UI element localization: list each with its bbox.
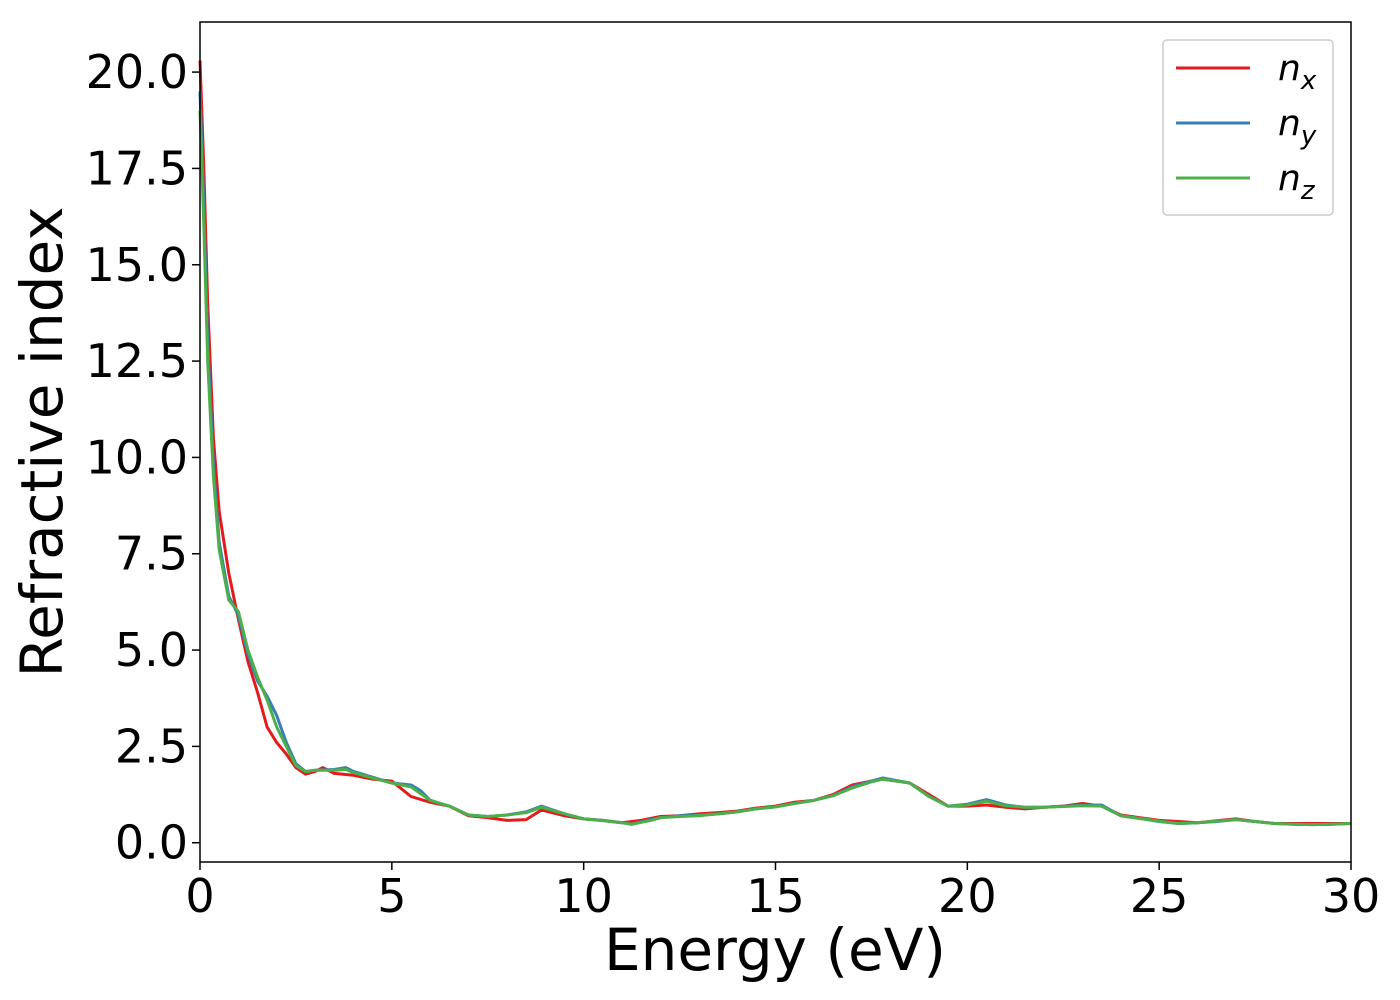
y-tick-label: 2.5 [115, 719, 188, 773]
y-tick-label: 20.0 [86, 45, 188, 99]
x-tick-label: 25 [1130, 869, 1189, 923]
y-tick-label: 5.0 [115, 623, 188, 677]
y-tick-label: 15.0 [86, 238, 188, 292]
y-tick-label: 17.5 [86, 141, 188, 195]
series-layer [198, 60, 1352, 827]
y-axis-ticks: 0.0 2.5 5.0 7.5 10.0 12.5 15.0 17.5 20.0 [86, 45, 200, 870]
x-tick-label: 0 [185, 869, 214, 923]
y-tick-label: 0.0 [115, 816, 188, 870]
legend-box [1162, 39, 1334, 216]
y-tick-label: 7.5 [115, 527, 188, 581]
series-line-nz [198, 110, 1352, 827]
x-tick-label: 5 [377, 869, 406, 923]
y-tick-label: 10.0 [86, 430, 188, 484]
x-tick-label: 10 [554, 869, 613, 923]
x-tick-label: 15 [746, 869, 805, 923]
x-tick-label: 20 [938, 869, 997, 923]
y-tick-label: 12.5 [86, 334, 188, 388]
x-tick-label: 30 [1322, 869, 1381, 923]
y-axis-title: Refractive index [8, 206, 76, 677]
x-axis-title: Energy (eV) [604, 916, 946, 984]
x-axis-ticks: 0 5 10 15 20 25 30 [185, 862, 1380, 923]
